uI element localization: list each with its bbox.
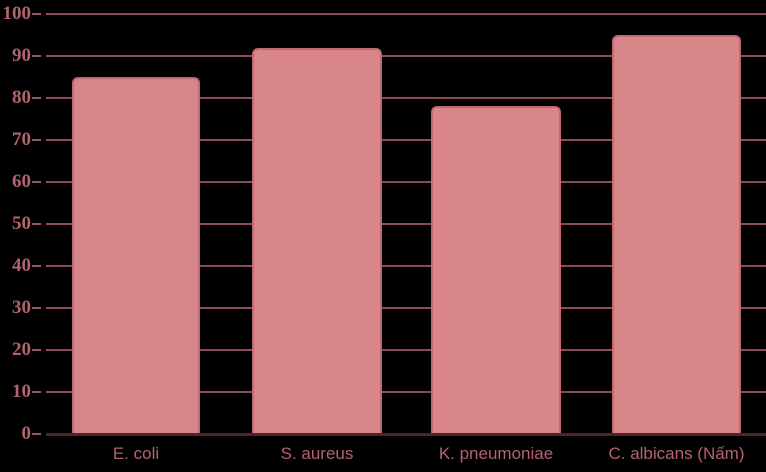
gridline-y-10 <box>46 391 766 393</box>
x-axis-label-4: C. albicans (Nấm) <box>608 444 745 463</box>
y-tick-label-20: 20 <box>12 339 31 360</box>
y-tick-label-100: 100 <box>2 3 32 24</box>
y-tick-label-70: 70 <box>12 129 31 150</box>
y-tick-mark-40 <box>32 265 41 267</box>
y-tick-label-60: 60 <box>12 171 31 192</box>
y-tick-mark-30 <box>32 307 41 309</box>
bar-s-aureus <box>252 47 382 434</box>
y-tick-label-40: 40 <box>12 255 31 276</box>
y-tick-mark-0 <box>32 433 41 435</box>
x-axis-line <box>46 433 766 436</box>
y-tick-mark-90 <box>32 55 41 57</box>
x-axis-label-1: E. coli <box>112 444 160 463</box>
y-tick-mark-80 <box>32 97 41 99</box>
gridline-y-100 <box>46 13 766 15</box>
y-tick-label-30: 30 <box>12 297 31 318</box>
y-tick-mark-60 <box>32 181 41 183</box>
gridline-y-40 <box>46 265 766 267</box>
y-tick-label-90: 90 <box>12 45 31 66</box>
gridline-y-80 <box>46 97 766 99</box>
bar-k-pneumoniae <box>431 106 561 434</box>
y-tick-mark-50 <box>32 223 41 225</box>
x-axis-label-2: S. aureus <box>280 444 354 463</box>
y-tick-label-50: 50 <box>12 213 31 234</box>
gridline-y-20 <box>46 349 766 351</box>
y-tick-label-80: 80 <box>12 87 31 108</box>
gridline-y-90 <box>46 55 766 57</box>
y-tick-mark-70 <box>32 139 41 141</box>
bar-e-coli <box>72 77 200 434</box>
gridline-y-70 <box>46 139 766 141</box>
gridline-y-60 <box>46 181 766 183</box>
y-tick-mark-10 <box>32 391 41 393</box>
y-tick-label-10: 10 <box>12 381 31 402</box>
y-tick-mark-100 <box>32 13 41 15</box>
x-axis-label-3: K. pneumoniae <box>438 444 554 463</box>
bar-c-albicans-n-m <box>612 35 741 434</box>
gridline-y-30 <box>46 307 766 309</box>
y-tick-label-0: 0 <box>21 423 32 444</box>
gridline-y-50 <box>46 223 766 225</box>
y-tick-mark-20 <box>32 349 41 351</box>
